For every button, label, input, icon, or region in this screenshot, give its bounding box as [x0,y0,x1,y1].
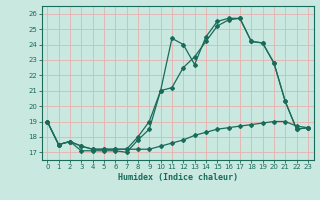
X-axis label: Humidex (Indice chaleur): Humidex (Indice chaleur) [118,173,237,182]
